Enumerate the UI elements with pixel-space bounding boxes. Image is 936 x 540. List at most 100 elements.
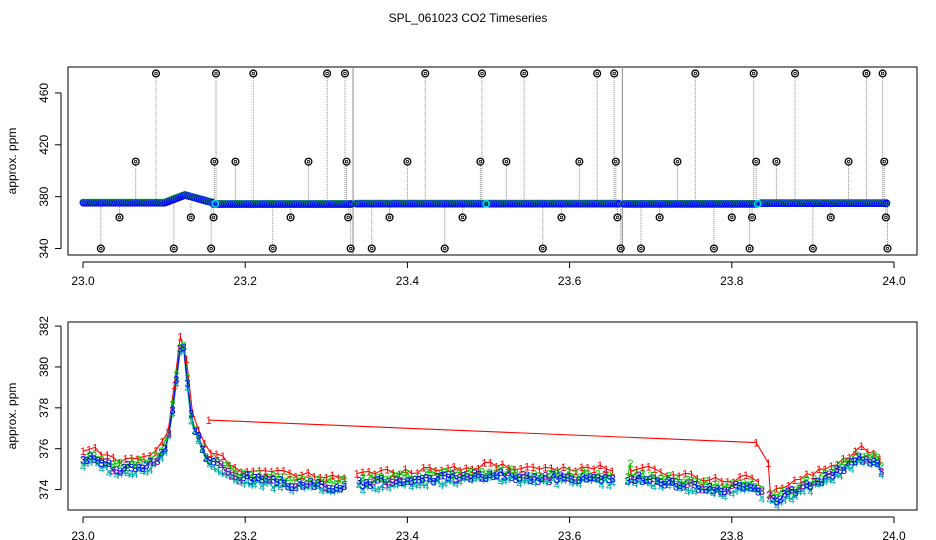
series-4-point: 4	[822, 476, 828, 488]
series-2-point: 2	[106, 458, 112, 470]
series-1-point: 1	[183, 354, 189, 366]
series-4-point: 4	[330, 487, 336, 499]
series-4-point: 4	[819, 478, 825, 490]
series-4-point: 4	[453, 479, 459, 491]
series-1-point: 1	[390, 468, 396, 480]
top-outlier-marker-inner	[595, 71, 599, 76]
top-outlier-marker	[304, 157, 313, 166]
series-4-point: 4	[774, 501, 780, 513]
series-3-point: 3	[360, 480, 366, 492]
series-4-point: 4	[173, 378, 179, 390]
series-3-point: 3	[677, 480, 683, 492]
series-3-point: 3	[196, 430, 202, 442]
top-outlier-marker-inner	[730, 215, 734, 220]
series-4-point: 4	[382, 477, 388, 489]
top-y-axis: 340 380 420 460	[37, 83, 62, 259]
top-outlier-marker-inner	[712, 246, 716, 251]
series-3-point: 3	[266, 475, 272, 487]
series-3-point: 3	[233, 471, 239, 483]
series-2-point: 2	[184, 372, 190, 384]
series-2-point: 2	[819, 468, 825, 480]
series-3-point: 3	[516, 472, 522, 484]
series-2-point: 2	[520, 469, 526, 481]
top-outlier-marker-inner	[346, 215, 350, 220]
series-3-point: 3	[625, 476, 631, 488]
top-outlier-marker	[826, 213, 835, 222]
series-4-point: 4	[337, 484, 343, 496]
series-3-point: 3	[781, 488, 787, 500]
series-4-point: 4	[699, 484, 705, 496]
series-2-point: 2	[557, 472, 563, 484]
series-1-point: 1	[141, 451, 147, 463]
series-4-point: 4	[703, 485, 709, 497]
series-1-point: 1	[767, 488, 773, 500]
series-4-point: 4	[412, 480, 418, 492]
series-3-point: 3	[714, 484, 720, 496]
top-baseline-points	[79, 191, 891, 208]
top-outlier-marker	[862, 69, 871, 78]
top-outlier-marker-inner	[885, 246, 890, 251]
series-3-point: 3	[222, 465, 228, 477]
series-3-point: 3	[501, 472, 507, 484]
series-3-point: 3	[744, 481, 750, 493]
series-3-point: 3	[610, 474, 616, 486]
series-1-point: 1	[165, 426, 171, 438]
series-4-point: 4	[487, 472, 493, 484]
series-3-point: 3	[755, 486, 761, 498]
series-2-point: 2	[640, 468, 646, 480]
series-2-point: 2	[781, 485, 787, 497]
series-1-point: 1	[664, 471, 670, 483]
series-1-point: 1	[676, 471, 682, 483]
series-3-point: 3	[871, 456, 877, 468]
series-3-point: 3	[483, 473, 489, 485]
series-1-point: 1	[433, 466, 439, 478]
series-3-point: 3	[162, 443, 168, 455]
series-3-point: 3	[572, 475, 578, 487]
series-4-point: 4	[225, 471, 231, 483]
series-2-point: 2	[169, 399, 175, 411]
series-1-point: 1	[250, 466, 256, 478]
top-outlier-marker	[211, 69, 221, 78]
series-1-point: 1	[177, 332, 183, 344]
series-3-point: 3	[244, 470, 250, 482]
series-2-point: 2	[419, 474, 425, 486]
top-outlier-marker-inner	[751, 71, 756, 76]
series-4-point: 4	[860, 457, 866, 469]
top-outlier-marker-inner	[639, 246, 643, 251]
series-1-point: 1	[597, 460, 603, 472]
series-4-point: 4	[811, 479, 817, 491]
series-3-point: 3	[643, 475, 649, 487]
bottom-x-tick-label: 23.2	[234, 529, 258, 540]
series-3-point: 3	[710, 485, 716, 497]
series-2-point: 2	[703, 476, 709, 488]
series-3-point: 3	[151, 457, 157, 469]
series-1-point: 1	[196, 425, 202, 437]
series-3-point: 3	[412, 475, 418, 487]
series-3-point: 3	[628, 474, 634, 486]
series-2-point: 2	[773, 493, 779, 505]
series-4-point: 4	[259, 482, 265, 494]
bottom-y-tick-label: 378	[37, 397, 51, 417]
series-1-point: 1	[341, 473, 347, 485]
series-4-point: 4	[214, 465, 220, 477]
series-1-point: 1	[293, 471, 299, 483]
series-4-point: 4	[334, 485, 340, 497]
series-2-point: 2	[867, 453, 873, 465]
top-outlier-marker-inner	[675, 159, 680, 164]
top-outlier-marker	[340, 69, 350, 78]
series-2-point: 2	[80, 455, 86, 467]
series-3-point: 3	[270, 474, 276, 486]
top-baseline-marker-blue	[882, 199, 891, 208]
series-3-point: 3	[337, 483, 343, 495]
series-4-point: 4	[528, 476, 534, 488]
top-outlier-marker-inner	[541, 246, 545, 251]
series-2-point: 2	[375, 473, 381, 485]
series-3-point: 3	[319, 479, 325, 491]
series-4-point: 4	[475, 473, 481, 485]
series-4-point: 4	[95, 459, 101, 471]
series-4-point: 4	[598, 480, 604, 492]
series-4-point: 4	[770, 496, 776, 508]
top-outlier-marker-inner	[811, 246, 815, 251]
top-outlier-marker-inner	[251, 71, 256, 76]
